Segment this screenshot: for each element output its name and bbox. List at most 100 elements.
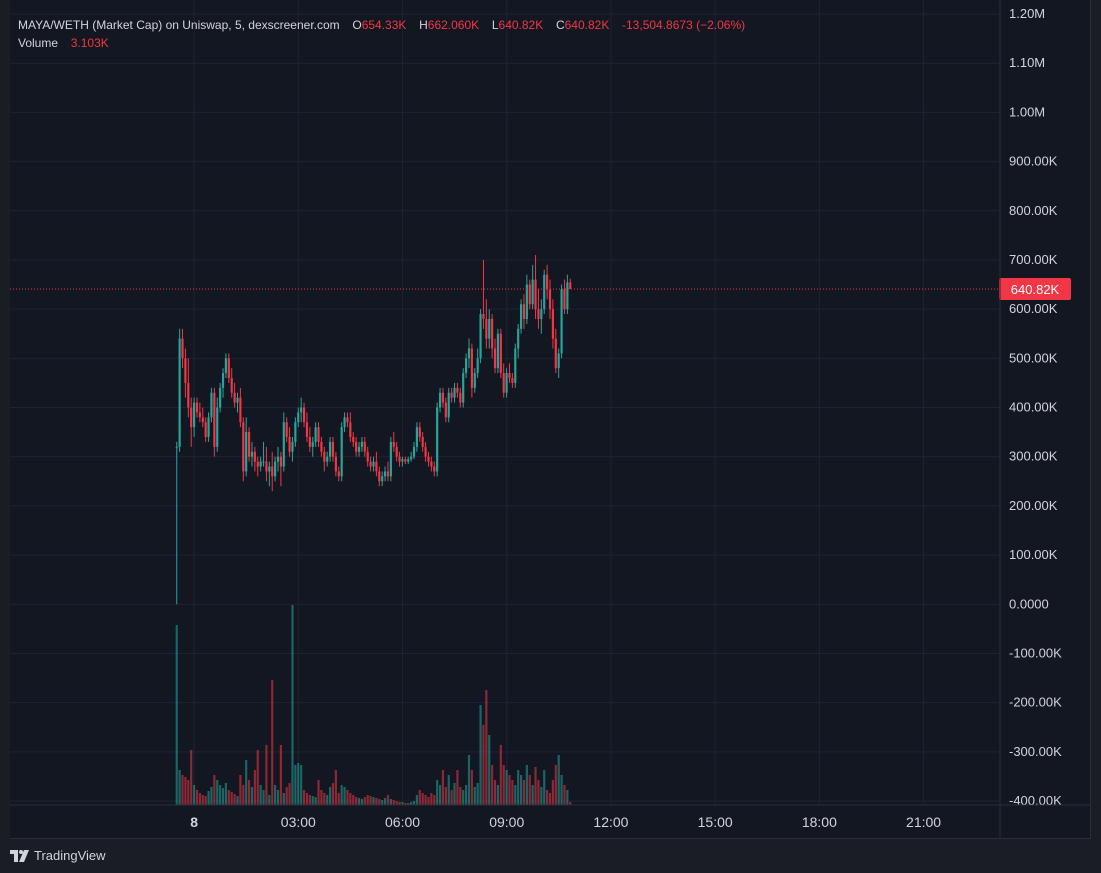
volume-bar — [543, 770, 546, 805]
volume-bar — [430, 793, 433, 805]
candle-body — [401, 459, 404, 462]
volume-bar — [369, 796, 372, 805]
candle-body — [250, 451, 254, 457]
candle-body — [340, 427, 343, 477]
volume-bar — [181, 775, 184, 805]
candle-body — [216, 407, 219, 447]
volume-bar — [546, 790, 549, 805]
candle-body — [372, 461, 375, 467]
volume-bar — [245, 760, 248, 805]
volume-bar — [493, 780, 497, 805]
y-tick-label: 600.00K — [1009, 301, 1058, 316]
volume-bar — [320, 790, 323, 805]
y-tick-label: -400.00K — [1009, 793, 1062, 808]
volume-bar — [343, 787, 346, 805]
last-price-line: 640.82K — [10, 278, 1071, 301]
volume-value: 3.103K — [70, 36, 109, 50]
symbol-title: MAYA/WETH (Market Cap) on Uniswap, 5, de… — [18, 18, 340, 32]
volume-bar — [360, 799, 364, 805]
volume-bar — [323, 793, 326, 805]
last-price-badge — [999, 278, 1071, 301]
volume-bar — [268, 795, 271, 805]
y-tick-label: 300.00K — [1009, 449, 1058, 464]
candle-body — [224, 358, 228, 374]
volume-bar — [447, 775, 450, 805]
candle-body — [363, 441, 366, 452]
y-tick-label: 800.00K — [1009, 203, 1058, 218]
candle-body — [247, 432, 251, 457]
volume-bar — [210, 787, 213, 805]
candle-body — [204, 422, 207, 438]
candle-body — [219, 387, 222, 408]
volume-bar — [256, 750, 259, 805]
candle-body — [279, 456, 282, 467]
candle-body — [438, 392, 442, 408]
candle-body — [193, 402, 196, 428]
volume-bar — [395, 801, 398, 805]
candle-body — [548, 289, 552, 310]
volume-bar — [340, 785, 343, 805]
volume-bar — [207, 791, 210, 805]
volume-bar — [314, 797, 317, 805]
volume-bar — [288, 783, 291, 805]
candle-body — [505, 373, 508, 393]
candle-body — [198, 412, 201, 418]
volume-bar — [505, 770, 508, 805]
candle-body — [447, 392, 450, 418]
tradingview-branding[interactable]: TradingView — [10, 848, 106, 863]
y-axis: 1.20M 1.10M 1.00M 900.00K 800.00K 700.00K 600.… — [999, 0, 1062, 838]
volume-bar — [548, 793, 552, 805]
volume-bar — [551, 780, 554, 805]
volume-bar — [221, 788, 225, 805]
low-label: L — [491, 18, 499, 32]
candle-body — [456, 387, 459, 393]
volume-bar — [444, 787, 447, 805]
candle-body — [433, 466, 436, 472]
volume-bar — [407, 803, 410, 805]
y-tick-label: 1.00M — [1009, 104, 1045, 119]
volume-bar — [517, 770, 520, 805]
volume-bar — [282, 793, 285, 805]
volume-bar — [291, 605, 294, 805]
candle-body — [462, 373, 465, 403]
volume-bars — [175, 605, 572, 805]
legend-ohlc: MAYA/WETH (Market Cap) on Uniswap, 5, de… — [18, 18, 745, 32]
x-tick-label: 12:00 — [593, 814, 628, 830]
volume-bar — [334, 770, 337, 805]
candle-body — [450, 392, 453, 398]
close-value: 640.82K — [564, 18, 610, 32]
candle-body — [181, 338, 184, 359]
candle-body — [392, 441, 395, 447]
candle-body — [236, 397, 239, 403]
volume-bar — [412, 801, 416, 805]
volume-bar — [274, 785, 277, 805]
x-tick-label: 09:00 — [489, 814, 524, 830]
volume-bar — [557, 755, 560, 805]
volume-bar — [569, 801, 572, 805]
x-tick-label: 06:00 — [385, 814, 420, 830]
candle-body — [352, 437, 355, 442]
candle-body — [294, 422, 297, 442]
candle-body — [233, 392, 236, 403]
candle-body — [329, 441, 332, 457]
chart-canvas[interactable]: 640.82K 1.20M 1.10M 1.00M 900.00K 800.00K 700… — [10, 0, 1090, 838]
candle-body — [519, 304, 523, 329]
candle-body — [288, 437, 291, 452]
candle-body — [242, 422, 245, 472]
y-tick-label: 900.00K — [1009, 154, 1058, 169]
candle-body — [410, 456, 413, 460]
volume-bar — [279, 745, 282, 805]
volume-bar — [337, 793, 340, 805]
volume-bar — [190, 750, 193, 805]
volume-bar — [175, 625, 178, 805]
candle-body — [430, 461, 433, 467]
candle-body — [470, 348, 473, 388]
volume-bar — [427, 797, 430, 805]
chart-frame[interactable]: 640.82K 1.20M 1.10M 1.00M 900.00K 800.00K 700… — [10, 0, 1091, 839]
candle-body — [297, 412, 300, 423]
volume-bar — [311, 796, 314, 805]
candle-body — [421, 437, 424, 447]
volume-bar — [528, 775, 531, 805]
candle-body — [476, 358, 479, 374]
candle-body — [311, 441, 314, 447]
